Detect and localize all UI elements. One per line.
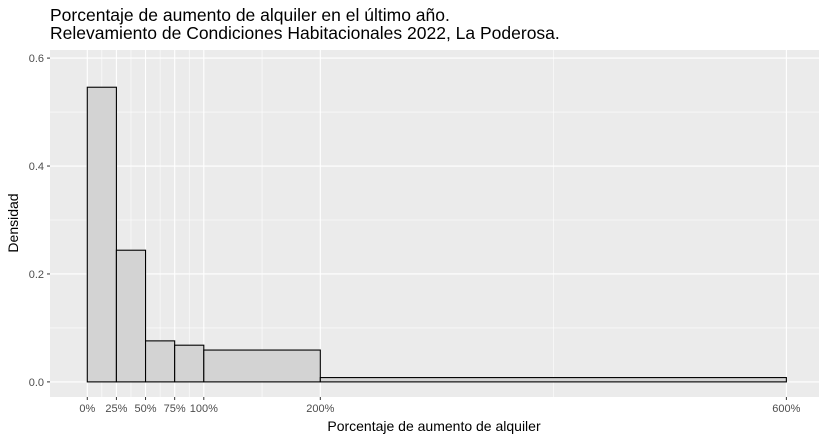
- histogram-bar: [115, 249, 147, 383]
- x-tick-label: 200%: [306, 403, 334, 415]
- chart-subtitle: Relevamiento de Condiciones Habitacional…: [50, 23, 560, 43]
- y-tick-label: 0.0: [29, 377, 44, 389]
- x-tick-label: 600%: [772, 403, 800, 415]
- histogram-bar: [203, 349, 321, 383]
- y-tick-label: 0.6: [29, 53, 44, 65]
- histogram-bar: [174, 344, 205, 383]
- histogram-bars: [86, 86, 787, 383]
- y-axis: 0.0 0.2 0.4 0.6: [29, 53, 50, 389]
- histogram-bar: [144, 340, 176, 383]
- histogram-bar: [86, 86, 117, 383]
- x-axis-title: Porcentaje de aumento de alquiler: [327, 418, 541, 434]
- x-tick-label: 75%: [164, 403, 186, 415]
- x-tick-label: 100%: [190, 403, 218, 415]
- x-tick-label: 50%: [135, 403, 157, 415]
- x-tick-label: 25%: [105, 403, 127, 415]
- y-axis-title: Densidad: [5, 193, 21, 252]
- plot-panel: [50, 50, 819, 397]
- histogram-bar: [319, 377, 787, 383]
- y-tick-label: 0.2: [29, 269, 44, 281]
- minor-gridlines: [50, 50, 819, 397]
- x-tick-label: 0%: [79, 403, 95, 415]
- y-tick-label: 0.4: [29, 161, 44, 173]
- x-axis: 0% 25% 50% 75% 100% 200% 600%: [79, 397, 801, 415]
- chart-title: Porcentaje de aumento de alquiler en el …: [50, 5, 450, 25]
